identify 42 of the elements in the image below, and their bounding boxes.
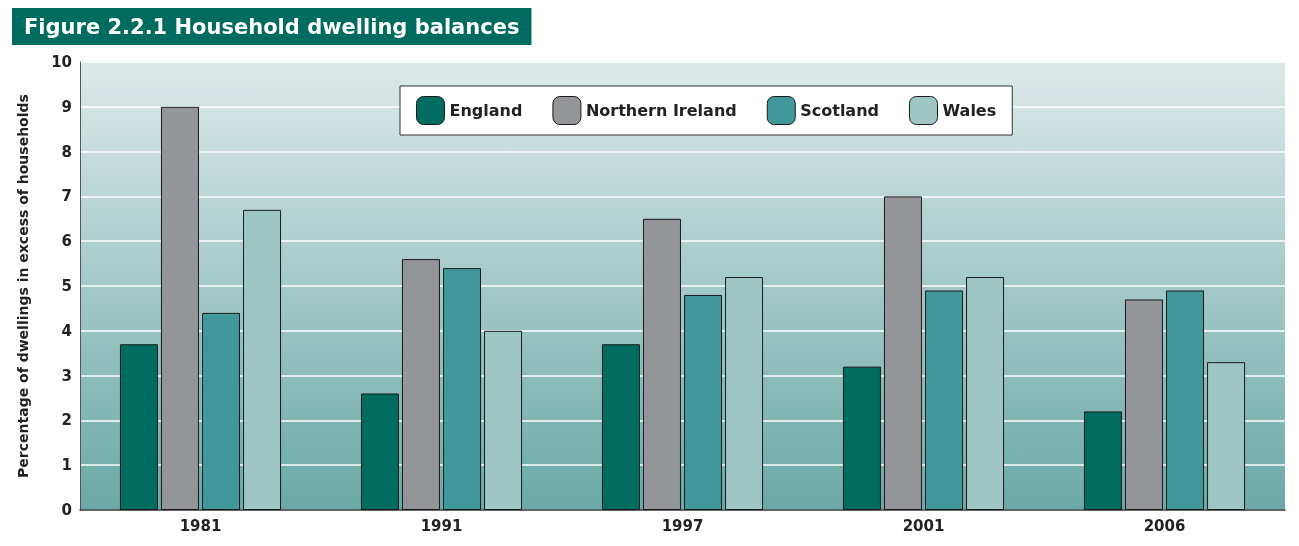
x-tick-label: 1997 xyxy=(661,516,704,535)
bar xyxy=(401,259,440,510)
bar xyxy=(1207,362,1246,510)
y-tick-label: 10 xyxy=(51,53,72,71)
bar xyxy=(842,366,881,510)
bar xyxy=(684,294,723,510)
y-tick-label: 0 xyxy=(61,501,72,519)
bar xyxy=(642,218,681,510)
bar xyxy=(119,344,158,510)
y-tick-label: 8 xyxy=(61,142,72,161)
y-tick-label: 3 xyxy=(61,366,72,385)
legend-label: Scotland xyxy=(800,101,880,120)
bar xyxy=(160,106,199,510)
bar xyxy=(966,277,1005,510)
y-axis-title: Percentage of dwellings in excess of households xyxy=(15,94,31,478)
bar xyxy=(925,290,964,510)
x-tick-label: 2001 xyxy=(902,516,945,535)
legend-label: Northern Ireland xyxy=(585,101,737,120)
bar xyxy=(443,268,482,510)
chart-title: Figure 2.2.1 Household dwelling balances xyxy=(24,14,520,39)
bar xyxy=(601,344,640,510)
bar xyxy=(1124,299,1163,510)
legend-label: Wales xyxy=(942,101,997,120)
bar xyxy=(202,312,241,510)
y-tick-label: 6 xyxy=(61,232,72,251)
y-tick-label: 1 xyxy=(61,456,72,475)
x-tick-label: 2006 xyxy=(1143,516,1186,535)
y-tick-label: 4 xyxy=(61,321,72,340)
bar xyxy=(484,330,523,510)
bar xyxy=(1166,290,1205,510)
y-tick-label: 5 xyxy=(61,277,72,295)
legend-label: England xyxy=(449,101,523,120)
y-tick-label: 9 xyxy=(61,97,72,116)
bar xyxy=(1083,411,1122,510)
bar xyxy=(243,209,282,510)
y-tick-label: 7 xyxy=(61,187,72,206)
bar xyxy=(725,277,764,510)
bar xyxy=(883,196,922,510)
bar xyxy=(360,393,399,510)
x-tick-label: 1981 xyxy=(179,516,222,535)
x-tick-label: 1991 xyxy=(420,516,463,535)
y-tick-label: 2 xyxy=(61,411,72,430)
